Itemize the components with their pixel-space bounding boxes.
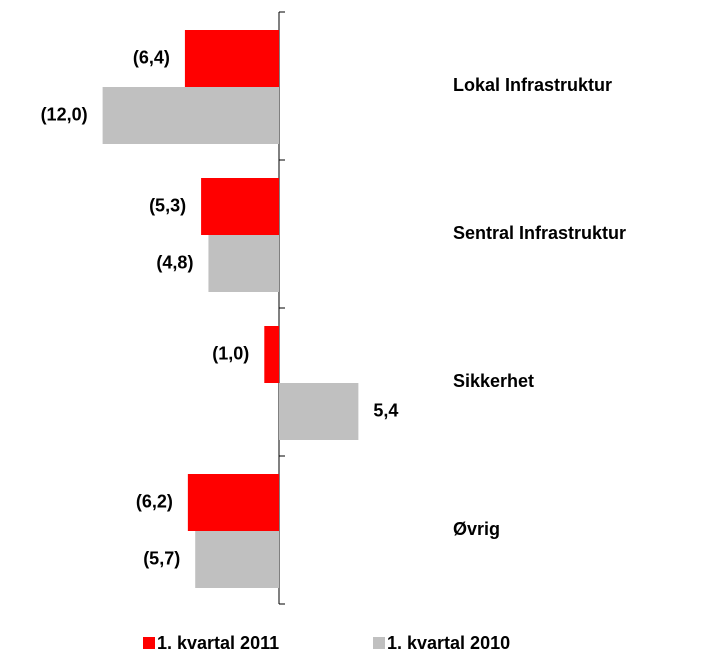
legend-label: 1. kvartal 2011 bbox=[157, 633, 279, 653]
value-label: 5,4 bbox=[373, 400, 398, 420]
bar bbox=[201, 178, 279, 235]
value-label: (6,4) bbox=[133, 47, 170, 67]
category-label: Øvrig bbox=[453, 519, 500, 539]
value-label: (12,0) bbox=[41, 104, 88, 124]
category-label: Sikkerhet bbox=[453, 371, 534, 391]
value-label: (5,3) bbox=[149, 195, 186, 215]
value-label: (5,7) bbox=[143, 548, 180, 568]
bar bbox=[184, 30, 279, 87]
bar bbox=[102, 87, 279, 144]
bar bbox=[264, 326, 279, 383]
value-label: (4,8) bbox=[156, 252, 193, 272]
bar bbox=[208, 235, 279, 292]
category-label: Sentral Infrastruktur bbox=[453, 223, 626, 243]
bar bbox=[279, 383, 359, 440]
category-label: Lokal Infrastruktur bbox=[453, 75, 612, 95]
value-label: (6,2) bbox=[136, 491, 173, 511]
bar bbox=[195, 531, 279, 588]
bar bbox=[187, 474, 279, 531]
legend-label: 1. kvartal 2010 bbox=[387, 633, 510, 653]
legend-swatch bbox=[143, 637, 155, 649]
legend-swatch bbox=[373, 637, 385, 649]
value-label: (1,0) bbox=[212, 343, 249, 363]
